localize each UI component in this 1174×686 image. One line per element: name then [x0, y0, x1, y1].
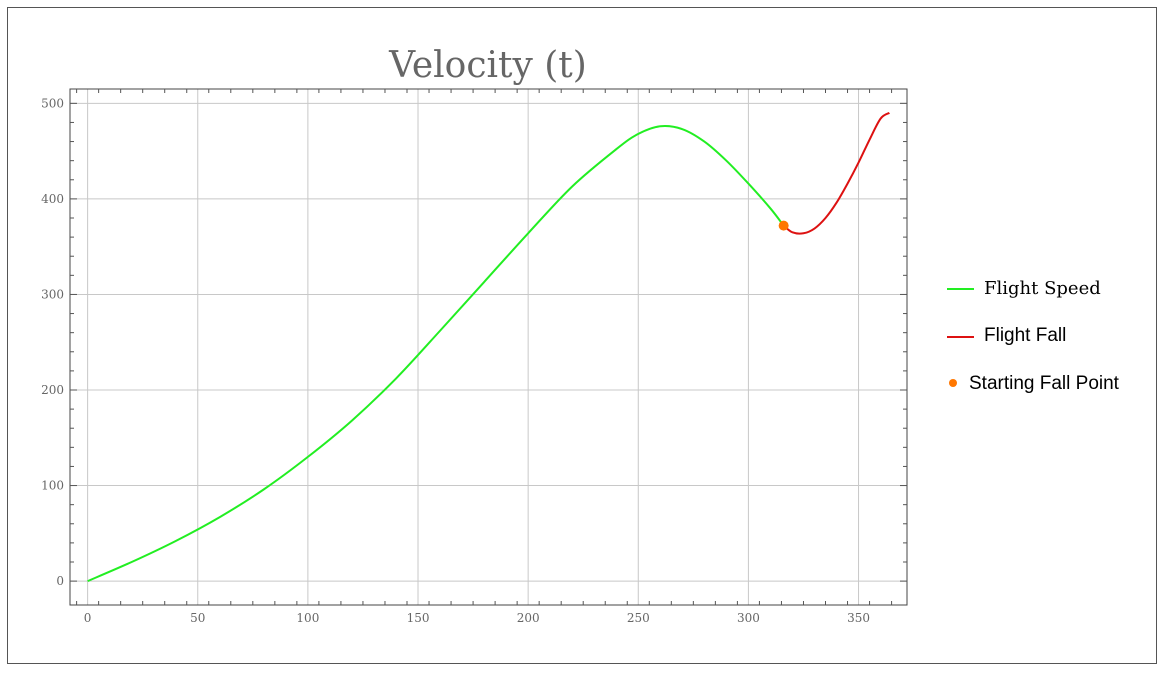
x-tick-label: 250 — [627, 611, 650, 625]
legend-swatch-starting-fall-point — [949, 379, 957, 387]
y-tick-label: 300 — [41, 287, 64, 301]
y-tick-label: 200 — [41, 383, 64, 397]
point-starting-fall-point — [778, 220, 789, 231]
x-tick-label: 150 — [407, 611, 430, 625]
x-tick-label: 50 — [190, 611, 205, 625]
legend: Flight Speed Flight Fall Starting Fall P… — [947, 278, 1120, 394]
legend-label-starting-fall-point: Starting Fall Point — [969, 373, 1120, 394]
legend-label-flight-speed: Flight Speed — [984, 278, 1101, 299]
chart-title: Velocity (t) — [388, 45, 587, 86]
tick-labels: 0 50 100 150 200 250 300 350 0 100 200 300 400 500 — [41, 96, 870, 625]
x-tick-label: 0 — [84, 611, 92, 625]
y-tick-label: 400 — [41, 192, 64, 206]
y-tick-label: 100 — [41, 479, 64, 493]
series-layer — [87, 111, 890, 583]
x-tick-label: 300 — [737, 611, 760, 625]
plot-area-border — [69, 88, 908, 606]
grid-lines — [70, 89, 907, 605]
axis-ticks — [70, 89, 907, 605]
series-line-flight-speed — [87, 125, 785, 583]
chart-frame — [7, 7, 1157, 664]
series-line-flight-fall — [783, 111, 890, 235]
x-tick-label: 100 — [296, 611, 319, 625]
x-tick-label: 350 — [847, 611, 870, 625]
y-tick-label: 500 — [41, 96, 64, 110]
x-tick-label: 200 — [517, 611, 540, 625]
legend-label-flight-fall: Flight Fall — [984, 325, 1066, 346]
y-tick-label: 0 — [56, 574, 64, 588]
